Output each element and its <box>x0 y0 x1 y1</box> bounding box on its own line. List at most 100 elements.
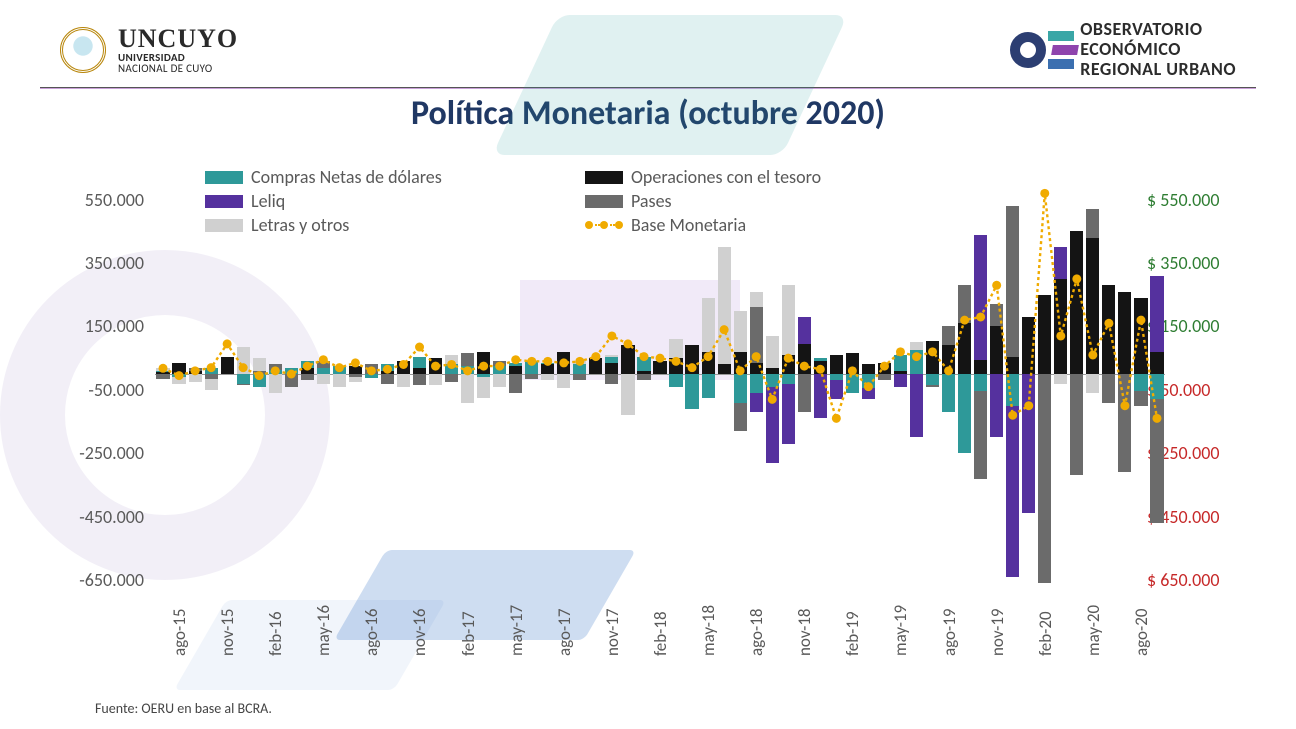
base-monetaria-marker <box>976 312 985 321</box>
base-monetaria-marker <box>367 366 376 375</box>
base-monetaria-marker <box>944 366 953 375</box>
base-monetaria-marker <box>287 370 296 379</box>
base-monetaria-marker <box>736 366 745 375</box>
base-monetaria-marker <box>1104 319 1113 328</box>
base-monetaria-marker <box>591 352 600 361</box>
base-monetaria-marker <box>1056 331 1065 340</box>
y-left-tick: -50.000 <box>55 379 150 401</box>
base-monetaria-marker <box>271 366 280 375</box>
base-monetaria-marker <box>848 366 857 375</box>
oeru-logo: OBSERVATORIO ECONÓMICO REGIONAL URBANO <box>1010 20 1236 79</box>
base-monetaria-marker <box>527 357 536 366</box>
x-tick: nov-18 <box>794 608 815 656</box>
x-tick: nov-17 <box>602 608 623 656</box>
oeru-line2: ECONÓMICO <box>1080 40 1236 60</box>
x-tick: may-16 <box>313 605 334 656</box>
base-monetaria-marker <box>207 363 216 372</box>
base-monetaria-marker <box>816 365 825 374</box>
oeru-icon <box>1010 25 1068 75</box>
base-monetaria-marker <box>1120 401 1129 410</box>
base-monetaria-marker <box>1088 350 1097 359</box>
base-monetaria-marker <box>928 347 937 356</box>
x-tick: feb-20 <box>1035 611 1056 656</box>
base-monetaria-marker <box>239 363 248 372</box>
x-tick: ago-18 <box>746 609 767 656</box>
x-tick: may-19 <box>890 605 911 656</box>
y-axis-left: 550.000 350.000 150.000 -50.000 -250.000 -450… <box>55 168 150 580</box>
base-monetaria-marker <box>479 362 488 371</box>
base-monetaria-marker <box>688 363 697 372</box>
base-monetaria-marker <box>223 339 232 348</box>
base-monetaria-marker <box>752 352 761 361</box>
oeru-line1: OBSERVATORIO <box>1080 20 1236 40</box>
base-monetaria-marker <box>704 352 713 361</box>
base-monetaria-line <box>163 193 1157 418</box>
y-left-tick: 550.000 <box>55 189 150 211</box>
base-monetaria-marker <box>607 331 616 340</box>
base-monetaria-marker <box>1136 316 1145 325</box>
y-left-tick: 150.000 <box>55 315 150 337</box>
y-left-tick: -450.000 <box>55 506 150 528</box>
base-monetaria-marker <box>912 352 921 361</box>
base-monetaria-marker <box>992 281 1001 290</box>
line-series-svg <box>155 168 1165 580</box>
base-monetaria-marker <box>575 357 584 366</box>
x-tick: ago-20 <box>1131 609 1152 656</box>
x-tick: ago-17 <box>554 609 575 656</box>
x-tick: feb-16 <box>265 611 286 656</box>
base-monetaria-marker <box>511 355 520 364</box>
uncuyo-sub2: NACIONAL DE CUYO <box>118 63 238 74</box>
base-monetaria-marker <box>495 362 504 371</box>
base-monetaria-marker <box>656 354 665 363</box>
x-tick: may-18 <box>698 605 719 656</box>
base-monetaria-marker <box>175 371 184 380</box>
uncuyo-name: UNCUYO <box>118 26 238 52</box>
base-monetaria-marker <box>896 347 905 356</box>
base-monetaria-marker <box>639 352 648 361</box>
x-tick: feb-19 <box>842 611 863 656</box>
base-monetaria-marker <box>319 355 328 364</box>
base-monetaria-marker <box>960 316 969 325</box>
y-left-tick: 350.000 <box>55 252 150 274</box>
x-tick: may-20 <box>1083 605 1104 656</box>
x-tick: may-17 <box>506 605 527 656</box>
x-axis: ago-15nov-15feb-16may-16ago-16nov-16feb-… <box>155 588 1165 668</box>
x-tick: feb-18 <box>650 611 671 656</box>
base-monetaria-marker <box>1024 401 1033 410</box>
base-monetaria-marker <box>303 362 312 371</box>
y-left-tick: -250.000 <box>55 442 150 464</box>
oeru-text: OBSERVATORIO ECONÓMICO REGIONAL URBANO <box>1080 20 1236 79</box>
base-monetaria-marker <box>559 358 568 367</box>
base-monetaria-marker <box>255 371 264 380</box>
base-monetaria-marker <box>880 362 889 371</box>
base-monetaria-marker <box>720 325 729 334</box>
base-monetaria-marker <box>1008 411 1017 420</box>
base-monetaria-marker <box>159 364 168 373</box>
x-tick: ago-16 <box>361 609 382 656</box>
plot-area <box>155 168 1165 580</box>
base-monetaria-marker <box>1152 414 1161 423</box>
base-monetaria-marker <box>768 395 777 404</box>
chart: 550.000 350.000 150.000 -50.000 -250.000 -450… <box>55 158 1250 678</box>
source-note: Fuente: OERU en base al BCRA. <box>95 700 272 717</box>
base-monetaria-marker <box>335 363 344 372</box>
base-monetaria-marker <box>832 414 841 423</box>
base-monetaria-marker <box>351 358 360 367</box>
uncuyo-text: UNCUYO UNIVERSIDAD NACIONAL DE CUYO <box>118 26 238 74</box>
page: UNCUYO UNIVERSIDAD NACIONAL DE CUYO OBSE… <box>0 0 1296 729</box>
x-tick: nov-16 <box>409 608 430 656</box>
uncuyo-badge-icon <box>60 27 106 73</box>
x-tick: nov-19 <box>987 608 1008 656</box>
base-monetaria-marker <box>431 362 440 371</box>
base-monetaria-marker <box>784 354 793 363</box>
base-monetaria-marker <box>447 360 456 369</box>
base-monetaria-marker <box>191 366 200 375</box>
base-monetaria-marker <box>399 360 408 369</box>
x-tick: ago-15 <box>169 609 190 656</box>
y-left-tick: -650.000 <box>55 569 150 591</box>
uncuyo-logo: UNCUYO UNIVERSIDAD NACIONAL DE CUYO <box>60 26 238 74</box>
base-monetaria-marker <box>672 357 681 366</box>
base-monetaria-marker <box>543 357 552 366</box>
x-tick: ago-19 <box>939 609 960 656</box>
base-monetaria-marker <box>623 339 632 348</box>
